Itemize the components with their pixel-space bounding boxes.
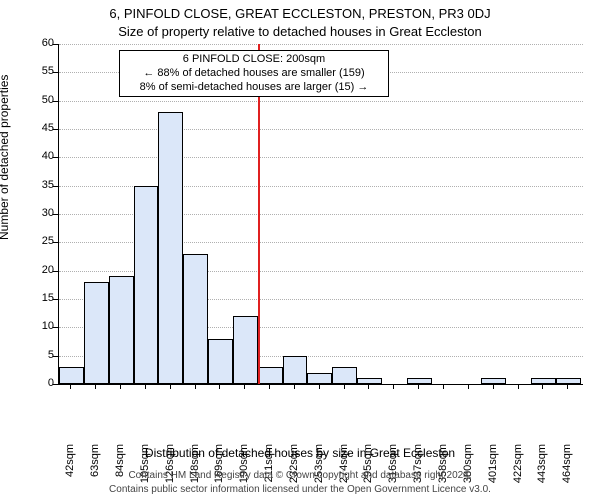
histogram-bar [59, 367, 84, 384]
x-tick-mark [468, 384, 469, 389]
y-tick-label: 25 [6, 235, 54, 247]
annotation-box: 6 PINFOLD CLOSE: 200sqm← 88% of detached… [119, 50, 389, 97]
y-tick-label: 45 [6, 122, 54, 134]
gridline-h [59, 44, 583, 45]
chart-subtitle: Size of property relative to detached ho… [0, 24, 600, 39]
histogram-bar [208, 339, 233, 384]
histogram-bar [183, 254, 208, 384]
annotation-line: 6 PINFOLD CLOSE: 200sqm [126, 53, 382, 67]
x-tick-mark [518, 384, 519, 389]
x-tick-mark [195, 384, 196, 389]
x-axis-label: Distribution of detached houses by size … [0, 446, 600, 460]
gridline-h [59, 157, 583, 158]
y-tick-label: 40 [6, 150, 54, 162]
y-tick-label: 10 [6, 320, 54, 332]
x-tick-mark [493, 384, 494, 389]
plot-area: 6 PINFOLD CLOSE: 200sqm← 88% of detached… [58, 44, 583, 385]
footer-line-2: Contains public sector information licen… [0, 484, 600, 495]
histogram-bar [531, 378, 556, 384]
x-tick-mark [120, 384, 121, 389]
x-tick-mark [319, 384, 320, 389]
x-tick-mark [269, 384, 270, 389]
histogram-bar [233, 316, 258, 384]
x-tick-mark [344, 384, 345, 389]
histogram-bar [283, 356, 308, 384]
x-tick-mark [393, 384, 394, 389]
x-tick-mark [244, 384, 245, 389]
y-tick-label: 50 [6, 94, 54, 106]
x-tick-mark [145, 384, 146, 389]
chart-title: 6, PINFOLD CLOSE, GREAT ECCLESTON, PREST… [0, 6, 600, 21]
x-tick-mark [567, 384, 568, 389]
y-tick-label: 15 [6, 292, 54, 304]
y-tick-label: 30 [6, 207, 54, 219]
x-tick-mark [418, 384, 419, 389]
histogram-bar [84, 282, 109, 384]
x-tick-mark [368, 384, 369, 389]
x-tick-mark [219, 384, 220, 389]
y-tick-label: 0 [6, 377, 54, 389]
x-tick-mark [542, 384, 543, 389]
histogram-bar [307, 373, 332, 384]
x-tick-mark [170, 384, 171, 389]
histogram-bar [158, 112, 183, 384]
annotation-line: ← 88% of detached houses are smaller (15… [126, 67, 382, 81]
histogram-bar [258, 367, 283, 384]
y-tick-label: 20 [6, 264, 54, 276]
y-tick-label: 5 [6, 349, 54, 361]
x-tick-mark [70, 384, 71, 389]
y-tick-label: 60 [6, 37, 54, 49]
histogram-bar [332, 367, 357, 384]
gridline-h [59, 101, 583, 102]
annotation-line: 8% of semi-detached houses are larger (1… [126, 81, 382, 95]
chart-root: 6, PINFOLD CLOSE, GREAT ECCLESTON, PREST… [0, 0, 600, 500]
y-tick-label: 35 [6, 179, 54, 191]
footer-line-1: Contains HM Land Registry data © Crown c… [0, 470, 600, 481]
histogram-bar [109, 276, 134, 384]
gridline-h [59, 129, 583, 130]
x-tick-mark [294, 384, 295, 389]
x-tick-mark [95, 384, 96, 389]
y-tick-label: 55 [6, 65, 54, 77]
histogram-bar [134, 186, 159, 384]
x-tick-mark [443, 384, 444, 389]
